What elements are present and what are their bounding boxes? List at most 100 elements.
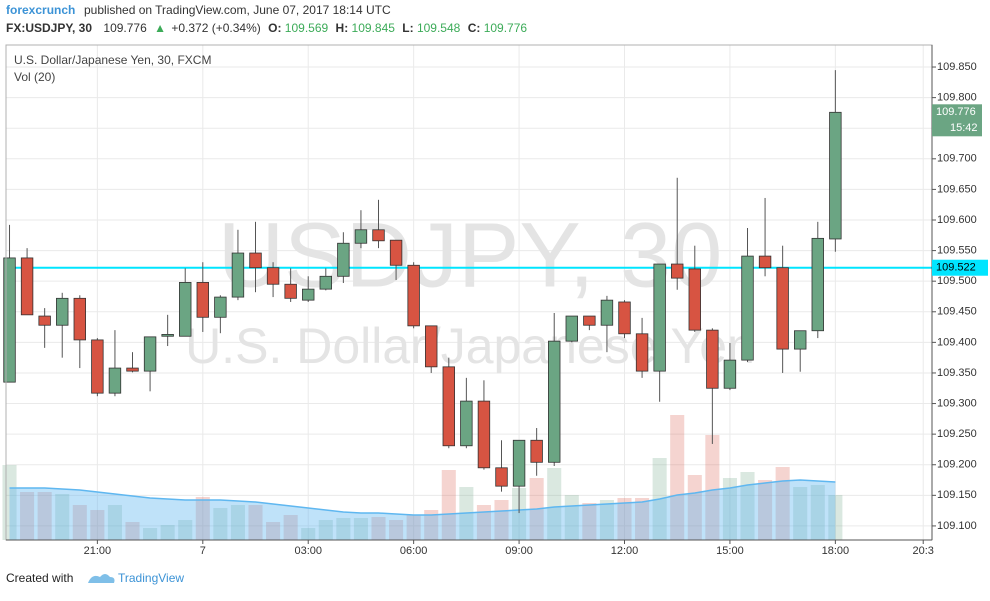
last-price-label: 109.776 <box>936 106 976 118</box>
tv-logo[interactable]: TradingView <box>88 571 184 585</box>
candle-body <box>179 282 192 337</box>
y-tick-label: 109.800 <box>937 92 977 104</box>
volume-ma-area <box>9 480 836 540</box>
footer-brand[interactable]: TradingView <box>118 571 184 585</box>
candle-body <box>600 299 614 326</box>
change: +0.372 (+0.34%) <box>171 21 260 35</box>
candle-body <box>3 257 16 383</box>
volume-bar <box>828 495 843 540</box>
candle-body <box>407 264 420 327</box>
x-tick-label: 09:00 <box>505 545 533 557</box>
candle-body <box>161 334 174 337</box>
candle-body <box>811 237 824 332</box>
volume-bar <box>635 498 650 540</box>
x-tick-label: 21:00 <box>84 545 112 557</box>
candle-body <box>196 282 209 318</box>
y-tick-label: 109.150 <box>937 489 977 501</box>
volume-bar <box>195 497 210 540</box>
candle-body <box>671 263 684 279</box>
candle-body <box>38 315 51 326</box>
y-tick-label: 109.600 <box>937 214 977 226</box>
candle-body <box>460 400 473 447</box>
volume-bar <box>90 510 105 540</box>
author[interactable]: forexcrunch <box>6 3 75 17</box>
candle-body <box>319 275 332 290</box>
volume-bar <box>547 468 562 540</box>
volume-bar <box>775 467 790 540</box>
volume-bar <box>72 505 87 540</box>
y-tick-label: 109.100 <box>937 520 977 532</box>
volume-bar <box>740 472 755 540</box>
volume-bar <box>37 492 52 540</box>
volume-bar <box>371 517 386 540</box>
quote-line: FX:USDJPY, 30 109.776 ▲ +0.372 (+0.34%) … <box>6 21 527 35</box>
o: 109.569 <box>285 21 329 35</box>
volume-bar <box>722 478 737 540</box>
volume-bar <box>301 528 316 540</box>
candle-body <box>653 263 666 372</box>
candle-body <box>512 439 526 487</box>
candle-body <box>776 267 789 350</box>
candle-body <box>214 296 227 318</box>
x-tick-label: 15:00 <box>716 545 744 557</box>
x-tick-label: 12:00 <box>611 545 639 557</box>
candle-body <box>108 367 122 394</box>
volume-bar <box>582 503 597 540</box>
volume-ma-line <box>9 479 836 516</box>
candle-body <box>723 359 737 389</box>
volume-bar <box>143 528 158 540</box>
l-label: L: <box>402 21 413 35</box>
watermark: USDJPY, 30 <box>218 204 723 306</box>
hline-tag <box>932 259 988 276</box>
volume-bar <box>441 470 456 540</box>
y-tick-label: 109.350 <box>937 367 977 379</box>
volume-bar <box>424 510 439 540</box>
candle-body <box>284 283 297 299</box>
candle-body <box>266 267 280 285</box>
volume-bar <box>125 522 140 540</box>
volume-bar <box>230 505 245 540</box>
volume-bar <box>213 508 228 540</box>
h-label: H: <box>336 21 349 35</box>
candle-body <box>758 255 772 269</box>
volume-bar <box>599 500 614 540</box>
hline-label: 109.522 <box>936 262 976 274</box>
candle-body <box>495 467 508 487</box>
x-tick-label: 03:00 <box>294 545 322 557</box>
candle-body <box>337 242 350 277</box>
candle-body <box>249 252 262 269</box>
volume-bar <box>687 475 702 540</box>
y-tick-label: 109.250 <box>937 428 977 440</box>
watermark-sub: U.S. Dollar/Japanese Yen <box>185 318 755 374</box>
volume-label: Vol (20) <box>14 70 55 84</box>
candle-body <box>688 268 701 331</box>
candle-body <box>741 255 754 361</box>
volume-bar <box>318 520 333 540</box>
volume-bar <box>353 518 368 540</box>
y-tick-label: 109.200 <box>937 459 977 471</box>
candle-body <box>548 340 561 463</box>
last-price-tag <box>932 104 982 137</box>
y-tick-label: 109.650 <box>937 183 977 195</box>
volume-bar <box>178 520 193 540</box>
l: 109.548 <box>417 21 461 35</box>
y-tick-label: 109.700 <box>937 153 977 165</box>
volume-bar <box>55 494 70 540</box>
candle-body <box>143 336 157 372</box>
candle-body <box>73 297 86 341</box>
volume-bar <box>476 505 491 540</box>
x-tick-label: 7 <box>200 545 206 557</box>
candle-body <box>56 297 69 326</box>
arrow: ▲ <box>154 21 166 35</box>
volume-bar <box>705 435 720 540</box>
published: published on TradingView.com, June 07, 2… <box>84 3 391 17</box>
volume-bar <box>494 500 509 540</box>
c-label: C: <box>468 21 481 35</box>
c: 109.776 <box>484 21 528 35</box>
volume-bar <box>512 488 527 540</box>
volume-bar <box>617 498 632 540</box>
candle-body <box>706 329 719 389</box>
countdown: 15:42 <box>950 122 978 134</box>
y-tick-label: 109.300 <box>937 397 977 409</box>
